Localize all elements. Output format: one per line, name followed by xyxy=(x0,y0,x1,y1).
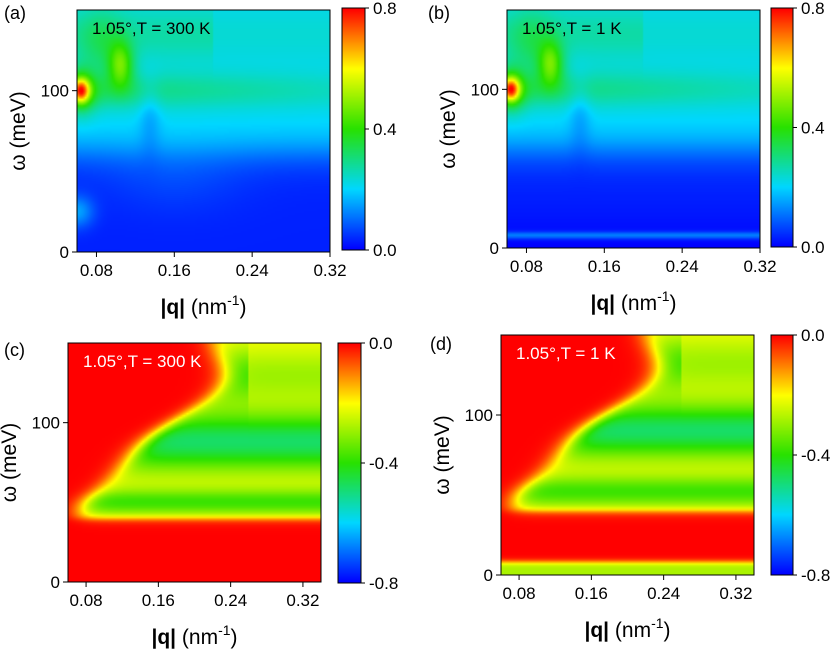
panel-label: (a) xyxy=(4,3,26,23)
x-axis-title: |q| (nm-1) xyxy=(590,288,676,315)
colorbar-tick-label: 0.0 xyxy=(801,238,825,257)
x-tick-label: 0.32 xyxy=(719,584,752,603)
x-tick-label: 0.08 xyxy=(80,261,113,280)
x-tick-label: 0.32 xyxy=(286,591,319,610)
heatmap-1 xyxy=(507,10,760,248)
x-axis-var: |q| xyxy=(584,619,609,642)
heatmap-2 xyxy=(68,343,321,582)
panel-annotation: 1.05°,T = 1 K xyxy=(522,19,622,38)
colorbar-tick-label: 0.8 xyxy=(801,0,825,18)
y-tick-label: 0 xyxy=(51,573,60,592)
colorbar-tick-label: 0.4 xyxy=(801,119,825,138)
heatmap-0 xyxy=(77,10,330,252)
x-tick-label: 0.08 xyxy=(503,584,536,603)
y-axis-var: ω xyxy=(0,486,21,502)
x-axis-unit: (nm xyxy=(621,292,657,315)
x-axis-unit: (nm xyxy=(615,619,651,642)
x-tick-label: 0.16 xyxy=(158,261,191,280)
y-axis-unit: (meV) xyxy=(431,415,454,472)
colorbar-0 xyxy=(342,8,365,250)
plot-frame xyxy=(67,342,322,583)
x-tick-label: 0.32 xyxy=(743,257,776,276)
y-axis-unit: (meV) xyxy=(7,91,30,148)
colorbar-tick-label: -0.8 xyxy=(369,574,398,593)
y-axis-title: ω (meV) xyxy=(437,89,460,168)
panel-annotation: 1.05°,T = 1 K xyxy=(516,344,616,363)
y-axis-var: ω xyxy=(437,152,460,168)
panel-annotation: 1.05°,T = 300 K xyxy=(83,352,202,371)
colorbar-tick-label: 0.0 xyxy=(801,326,825,345)
y-axis-title: ω (meV) xyxy=(431,415,454,494)
x-axis-exponent: -1 xyxy=(227,292,240,308)
x-axis-title: |q| (nm-1) xyxy=(584,615,670,642)
x-axis-exponent: -1 xyxy=(657,288,670,304)
x-tick-label: 0.24 xyxy=(666,257,699,276)
x-tick-label: 0.16 xyxy=(588,257,621,276)
x-axis-var: |q| xyxy=(590,292,615,315)
x-axis-exponent: -1 xyxy=(218,622,231,638)
x-axis-exponent: -1 xyxy=(651,615,664,631)
x-tick-label: 0.16 xyxy=(575,584,608,603)
x-tick-label: 0.08 xyxy=(70,591,103,610)
panel-label: (c) xyxy=(4,340,25,360)
plot-frame xyxy=(500,334,755,576)
x-axis-unit: (nm xyxy=(191,296,227,319)
colorbar-tick-label: 0.0 xyxy=(369,334,393,353)
x-axis-var: |q| xyxy=(151,626,176,649)
colorbar-1 xyxy=(771,8,793,247)
x-axis-close: ) xyxy=(670,292,677,315)
y-tick-label: 100 xyxy=(41,82,69,101)
y-axis-unit: (meV) xyxy=(437,89,460,146)
x-axis-var: |q| xyxy=(160,296,185,319)
y-tick-label: 0 xyxy=(484,566,493,585)
colorbar-tick-label: -0.8 xyxy=(801,566,830,585)
y-axis-title: ω (meV) xyxy=(0,423,21,502)
y-tick-label: 100 xyxy=(471,80,499,99)
colorbar-tick-label: 0.4 xyxy=(373,120,397,139)
plot-frame xyxy=(76,9,331,253)
x-tick-label: 0.24 xyxy=(647,584,680,603)
y-axis-title: ω (meV) xyxy=(7,91,30,170)
heatmap-3 xyxy=(501,335,754,575)
y-tick-label: 0 xyxy=(490,239,499,258)
colorbar-tick-label: -0.4 xyxy=(801,446,830,465)
panel-annotation: 1.05°,T = 300 K xyxy=(92,19,211,38)
x-axis-close: ) xyxy=(664,619,671,642)
x-axis-close: ) xyxy=(240,296,247,319)
x-tick-label: 0.24 xyxy=(214,591,247,610)
colorbar-tick-label: 0.8 xyxy=(373,0,397,18)
y-tick-label: 0 xyxy=(60,243,69,262)
x-axis-unit: (nm xyxy=(182,626,218,649)
plot-frame xyxy=(506,9,761,249)
y-axis-var: ω xyxy=(431,478,454,494)
y-tick-label: 100 xyxy=(465,406,493,425)
y-axis-var: ω xyxy=(7,154,30,170)
x-tick-label: 0.32 xyxy=(313,261,346,280)
panel-label: (d) xyxy=(430,334,452,354)
x-tick-label: 0.08 xyxy=(510,257,543,276)
x-axis-title: |q| (nm-1) xyxy=(151,622,237,649)
x-tick-label: 0.16 xyxy=(142,591,175,610)
panel-label: (b) xyxy=(428,3,450,23)
y-axis-unit: (meV) xyxy=(0,423,21,480)
colorbar-tick-label: 0.0 xyxy=(373,241,397,260)
x-tick-label: 0.24 xyxy=(236,261,269,280)
x-axis-close: ) xyxy=(231,626,238,649)
y-tick-label: 100 xyxy=(32,414,60,433)
x-axis-title: |q| (nm-1) xyxy=(160,292,246,319)
colorbar-tick-label: -0.4 xyxy=(369,454,398,473)
colorbar-3 xyxy=(771,335,793,575)
colorbar-2 xyxy=(338,343,361,583)
